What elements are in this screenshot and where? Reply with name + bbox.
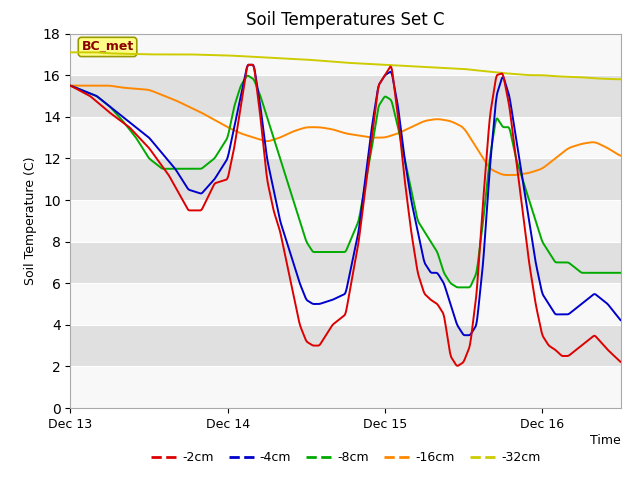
Bar [70,75,621,117]
Bar [70,241,621,283]
Bar [70,34,621,75]
Title: Soil Temperatures Set C: Soil Temperatures Set C [246,11,445,29]
Y-axis label: Soil Temperature (C): Soil Temperature (C) [24,156,37,285]
Bar [70,117,621,158]
Bar [70,366,621,408]
Legend: -2cm, -4cm, -8cm, -16cm, -32cm: -2cm, -4cm, -8cm, -16cm, -32cm [146,446,545,469]
Bar [70,200,621,241]
Bar [70,283,621,325]
Bar [70,158,621,200]
Text: Time: Time [590,434,621,447]
Bar [70,325,621,366]
Text: BC_met: BC_met [81,40,134,53]
